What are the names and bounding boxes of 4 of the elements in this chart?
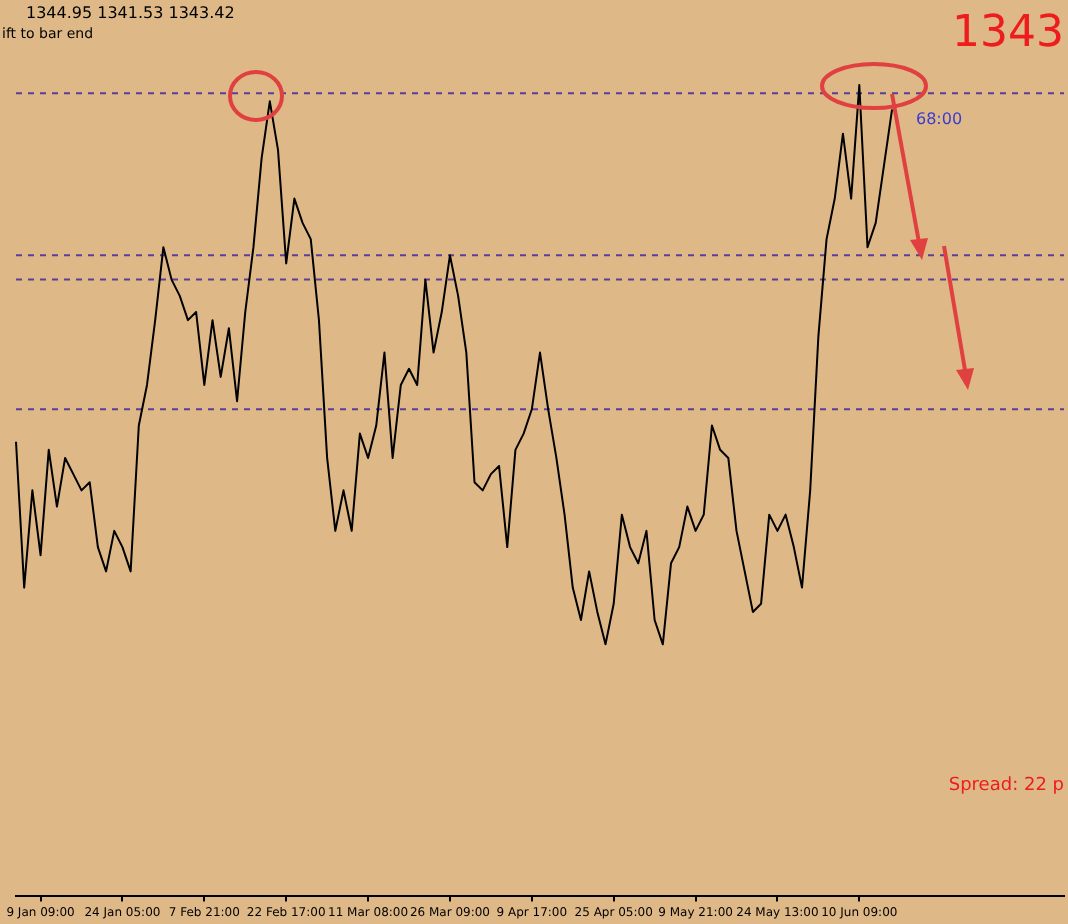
annotation: 68:00: [916, 110, 963, 128]
text: 1344.95 1341.53 1343.42: [26, 4, 235, 22]
text: 1343: [952, 8, 1064, 58]
annotation: Spread: 22 p: [948, 776, 1064, 796]
